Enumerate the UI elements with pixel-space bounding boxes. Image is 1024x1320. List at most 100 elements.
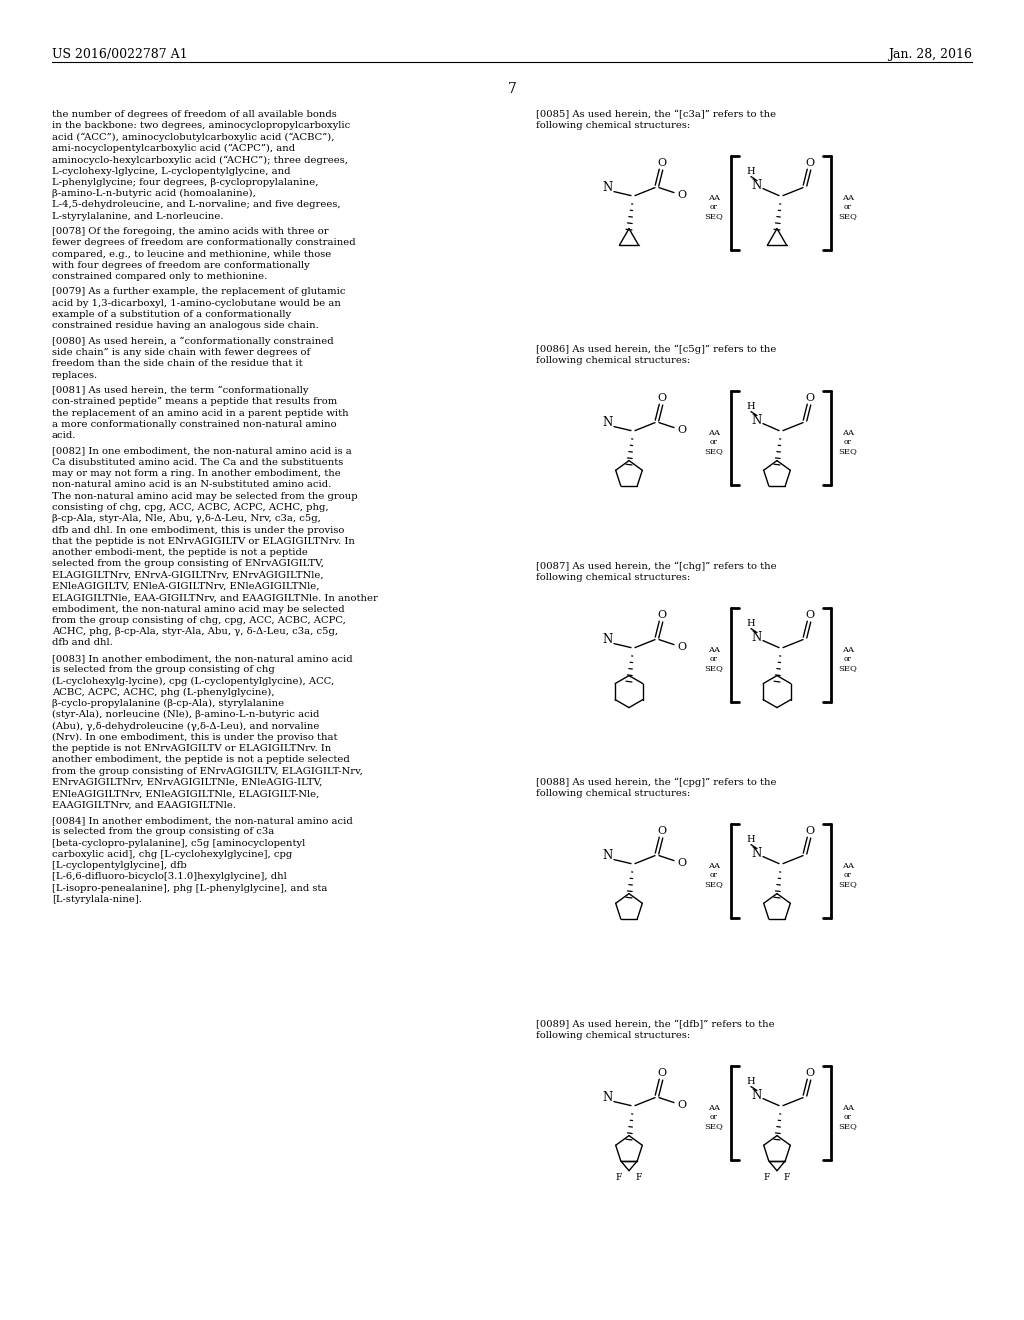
Text: or: or: [844, 1113, 852, 1121]
Text: N: N: [603, 1092, 613, 1104]
Text: 7: 7: [508, 82, 516, 96]
Text: N: N: [752, 1089, 762, 1102]
Text: compared, e.g., to leucine and methionine, while those: compared, e.g., to leucine and methionin…: [52, 249, 331, 259]
Text: ACHC, phg, β-cp-Ala, styr-Ala, Abu, γ, δ-Δ-Leu, c3a, c5g,: ACHC, phg, β-cp-Ala, styr-Ala, Abu, γ, δ…: [52, 627, 338, 636]
Text: from the group consisting of ENrvAGIGILTV, ELAGIGILT-Nrv,: from the group consisting of ENrvAGIGILT…: [52, 767, 362, 776]
Text: O: O: [657, 610, 667, 619]
Text: O: O: [806, 1068, 814, 1077]
Text: or: or: [710, 202, 718, 211]
Text: following chemical structures:: following chemical structures:: [536, 356, 690, 366]
Text: dfb and dhl.: dfb and dhl.: [52, 639, 113, 648]
Text: O: O: [806, 610, 814, 619]
Text: AA: AA: [842, 194, 854, 202]
Text: selected from the group consisting of ENrvAGIGILTV,: selected from the group consisting of EN…: [52, 560, 324, 569]
Text: following chemical structures:: following chemical structures:: [536, 121, 690, 131]
Text: constrained residue having an analogous side chain.: constrained residue having an analogous …: [52, 321, 318, 330]
Text: or: or: [710, 655, 718, 663]
Text: N: N: [603, 181, 613, 194]
Text: H: H: [746, 403, 756, 411]
Text: AA: AA: [842, 429, 854, 437]
Text: SEQ: SEQ: [839, 880, 857, 888]
Text: AA: AA: [708, 194, 720, 202]
Text: acid.: acid.: [52, 432, 77, 440]
Text: or: or: [710, 871, 718, 879]
Text: that the peptide is not ENrvAGIGILTV or ELAGIGILTNrv. In: that the peptide is not ENrvAGIGILTV or …: [52, 537, 355, 545]
Text: The non-natural amino acid may be selected from the group: The non-natural amino acid may be select…: [52, 491, 357, 500]
Text: is selected from the group consisting of c3a: is selected from the group consisting of…: [52, 828, 274, 837]
Text: F: F: [783, 1173, 791, 1183]
Text: F: F: [636, 1173, 642, 1183]
Text: ELAGIGILTNle, EAA-GIGILTNrv, and EAAGIGILTNle. In another: ELAGIGILTNle, EAA-GIGILTNrv, and EAAGIGI…: [52, 593, 378, 602]
Text: constrained compared only to methionine.: constrained compared only to methionine.: [52, 272, 267, 281]
Text: or: or: [844, 438, 852, 446]
Text: SEQ: SEQ: [705, 664, 723, 673]
Text: aminocyclo-hexylcarboxylic acid (“ACHC”); three degrees,: aminocyclo-hexylcarboxylic acid (“ACHC”)…: [52, 156, 348, 165]
Text: [beta-cyclopro-pylalanine], c5g [aminocyclopentyl: [beta-cyclopro-pylalanine], c5g [aminocy…: [52, 838, 305, 847]
Text: O: O: [806, 825, 814, 836]
Text: embodiment, the non-natural amino acid may be selected: embodiment, the non-natural amino acid m…: [52, 605, 345, 614]
Text: N: N: [603, 849, 613, 862]
Text: β-cyclo-propylalanine (β-cp-Ala), styrylalanine: β-cyclo-propylalanine (β-cp-Ala), styryl…: [52, 700, 284, 708]
Text: F: F: [764, 1173, 770, 1183]
Text: or: or: [710, 1113, 718, 1121]
Text: [0088] As used herein, the “[cpg]” refers to the: [0088] As used herein, the “[cpg]” refer…: [536, 777, 776, 787]
Text: AA: AA: [842, 862, 854, 870]
Text: H: H: [746, 168, 756, 176]
Text: AA: AA: [842, 1104, 854, 1111]
Text: ENrvAGIGILTNrv, ENrvAGIGILTNle, ENleAGIG-ILTV,: ENrvAGIGILTNrv, ENrvAGIGILTNle, ENleAGIG…: [52, 777, 323, 787]
Text: L-4,5-dehydroleucine, and L-norvaline; and five degrees,: L-4,5-dehydroleucine, and L-norvaline; a…: [52, 201, 341, 210]
Text: in the backbone: two degrees, aminocyclopropylcarboxylic: in the backbone: two degrees, aminocyclo…: [52, 121, 350, 131]
Text: SEQ: SEQ: [839, 1122, 857, 1131]
Text: is selected from the group consisting of chg: is selected from the group consisting of…: [52, 665, 274, 675]
Text: SEQ: SEQ: [705, 880, 723, 888]
Text: a more conformationally constrained non-natural amino: a more conformationally constrained non-…: [52, 420, 337, 429]
Text: or: or: [844, 655, 852, 663]
Text: the peptide is not ENrvAGIGILTV or ELAGIGILTNrv. In: the peptide is not ENrvAGIGILTV or ELAGI…: [52, 744, 331, 754]
Text: AA: AA: [708, 862, 720, 870]
Text: [0086] As used herein, the “[c5g]” refers to the: [0086] As used herein, the “[c5g]” refer…: [536, 345, 776, 354]
Text: [0078] Of the foregoing, the amino acids with three or: [0078] Of the foregoing, the amino acids…: [52, 227, 329, 236]
Text: AA: AA: [708, 429, 720, 437]
Text: O: O: [806, 157, 814, 168]
Text: N: N: [752, 180, 762, 193]
Text: [L-styrylala-nine].: [L-styrylala-nine].: [52, 895, 142, 904]
Text: O: O: [657, 825, 667, 836]
Text: N: N: [752, 414, 762, 428]
Text: another embodi-ment, the peptide is not a peptide: another embodi-ment, the peptide is not …: [52, 548, 308, 557]
Text: O: O: [678, 642, 686, 652]
Text: Jan. 28, 2016: Jan. 28, 2016: [888, 48, 972, 61]
Text: acid (“ACC”), aminocyclobutylcarboxylic acid (“ACBC”),: acid (“ACC”), aminocyclobutylcarboxylic …: [52, 132, 335, 143]
Text: con-strained peptide” means a peptide that results from: con-strained peptide” means a peptide th…: [52, 397, 337, 407]
Text: β-amino-L-n-butyric acid (homoalanine),: β-amino-L-n-butyric acid (homoalanine),: [52, 189, 256, 198]
Text: O: O: [657, 157, 667, 168]
Text: side chain” is any side chain with fewer degrees of: side chain” is any side chain with fewer…: [52, 348, 310, 356]
Text: SEQ: SEQ: [839, 664, 857, 673]
Text: fewer degrees of freedom are conformationally constrained: fewer degrees of freedom are conformatio…: [52, 239, 355, 247]
Text: [0085] As used herein, the “[c3a]” refers to the: [0085] As used herein, the “[c3a]” refer…: [536, 110, 776, 119]
Text: EAAGIGILTNrv, and EAAGIGILTNle.: EAAGIGILTNrv, and EAAGIGILTNle.: [52, 801, 236, 809]
Text: [0080] As used herein, a “conformationally constrained: [0080] As used herein, a “conformational…: [52, 337, 334, 346]
Text: US 2016/0022787 A1: US 2016/0022787 A1: [52, 48, 187, 61]
Text: ACBC, ACPC, ACHC, phg (L-phenylglycine),: ACBC, ACPC, ACHC, phg (L-phenylglycine),: [52, 688, 274, 697]
Text: O: O: [657, 1068, 667, 1077]
Text: SEQ: SEQ: [839, 447, 857, 455]
Text: carboxylic acid], chg [L-cyclohexylglycine], cpg: carboxylic acid], chg [L-cyclohexylglyci…: [52, 850, 292, 859]
Text: [L-cyclopentylglycine], dfb: [L-cyclopentylglycine], dfb: [52, 861, 186, 870]
Text: acid by 1,3-dicarboxyl, 1-amino-cyclobutane would be an: acid by 1,3-dicarboxyl, 1-amino-cyclobut…: [52, 298, 341, 308]
Text: (L-cyclohexylg-lycine), cpg (L-cyclopentylglycine), ACC,: (L-cyclohexylg-lycine), cpg (L-cyclopent…: [52, 676, 334, 685]
Text: O: O: [678, 425, 686, 434]
Text: the replacement of an amino acid in a parent peptide with: the replacement of an amino acid in a pa…: [52, 408, 348, 417]
Text: AA: AA: [842, 645, 854, 653]
Text: [0079] As a further example, the replacement of glutamic: [0079] As a further example, the replace…: [52, 288, 345, 297]
Text: N: N: [603, 634, 613, 645]
Text: N: N: [752, 847, 762, 861]
Text: another embodiment, the peptide is not a peptide selected: another embodiment, the peptide is not a…: [52, 755, 350, 764]
Text: [L-isopro-penealanine], phg [L-phenylglycine], and sta: [L-isopro-penealanine], phg [L-phenylgly…: [52, 884, 328, 892]
Text: H: H: [746, 836, 756, 843]
Text: SEQ: SEQ: [705, 1122, 723, 1131]
Text: [0089] As used herein, the “[dfb]” refers to the: [0089] As used herein, the “[dfb]” refer…: [536, 1020, 774, 1030]
Text: O: O: [657, 392, 667, 403]
Text: H: H: [746, 619, 756, 628]
Text: (styr-Ala), norleucine (Nle), β-amino-L-n-butyric acid: (styr-Ala), norleucine (Nle), β-amino-L-…: [52, 710, 319, 719]
Text: [0082] In one embodiment, the non-natural amino acid is a: [0082] In one embodiment, the non-natura…: [52, 446, 352, 455]
